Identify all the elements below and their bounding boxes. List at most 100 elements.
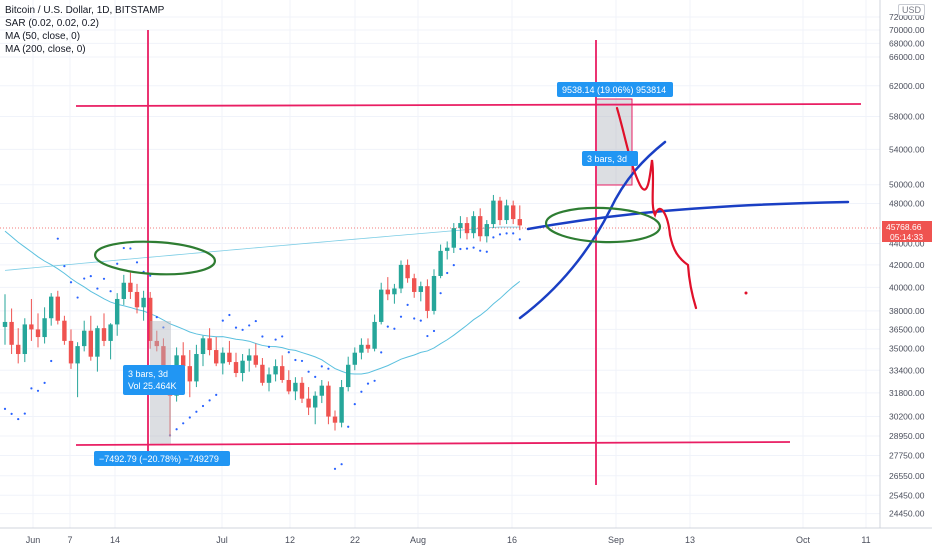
price-axis[interactable]: 72000.00 70000.00 68000.00 66000.00 62000.00… — [879, 0, 925, 528]
candle — [101, 313, 107, 347]
sar-dot — [479, 249, 482, 252]
candle — [458, 216, 463, 239]
candle-body — [207, 338, 212, 351]
price-tick-label: 62000.00 — [889, 81, 925, 91]
candle — [68, 329, 74, 369]
svg-text:05:14:33: 05:14:33 — [890, 232, 923, 242]
time-tick-label: Jun — [26, 535, 41, 545]
candle-body — [319, 385, 324, 396]
sar-dot — [188, 416, 191, 419]
price-tick-label: 33400.00 — [889, 365, 925, 375]
currency-badge[interactable]: USD — [897, 4, 925, 16]
price-tick-label: 26550.00 — [889, 471, 925, 481]
price-tick-label: 68000.00 — [889, 38, 925, 48]
sar-dot — [43, 381, 46, 384]
price-tick-label: 70000.00 — [889, 25, 925, 35]
price-tick-label: 24450.00 — [889, 509, 925, 519]
sar-dot — [30, 387, 33, 390]
candle — [49, 293, 54, 326]
sar-dot — [327, 367, 330, 370]
candle-body — [385, 289, 390, 295]
time-tick-label: 22 — [350, 535, 360, 545]
candle — [365, 338, 371, 353]
price-tick-label: 54000.00 — [889, 144, 925, 154]
candle — [154, 330, 159, 352]
sar-dot — [116, 262, 119, 265]
sar-dot — [69, 281, 73, 284]
candle — [55, 290, 60, 325]
candle — [385, 277, 390, 301]
time-tick-label: Sep — [608, 535, 624, 545]
sar-dot — [89, 275, 92, 278]
candle — [253, 343, 258, 368]
candle-body — [187, 366, 192, 382]
sar-dot — [406, 303, 409, 306]
sar-dot — [512, 232, 515, 235]
candle — [9, 308, 14, 355]
candle — [359, 338, 364, 360]
time-axis[interactable]: Jun 7 14 Jul 12 22 Aug 16 Sep 13 Oct 11 — [0, 527, 932, 545]
candle — [372, 314, 377, 352]
candle-body — [464, 223, 470, 234]
candle-body — [227, 352, 232, 363]
sar-dot — [300, 359, 304, 363]
time-tick-label: 14 — [110, 535, 120, 545]
price-tick-label: 50000.00 — [889, 180, 925, 190]
candle-body — [299, 382, 305, 399]
candle-body — [161, 346, 166, 382]
candle-body — [128, 282, 133, 292]
sar-dot — [215, 393, 218, 396]
candle-body — [517, 219, 522, 226]
candle — [280, 355, 285, 383]
candle — [445, 241, 450, 260]
candle — [75, 342, 80, 398]
resistance-line — [75, 103, 862, 107]
price-tick-label: 48000.00 — [889, 198, 925, 208]
chart-legend: Bitcoin / U.S. Dollar, 1D, BITSTAMP SAR … — [5, 4, 164, 56]
candle — [451, 223, 456, 254]
candle-body — [101, 328, 107, 341]
sar-dot — [360, 390, 363, 393]
sar-dot — [175, 428, 178, 431]
sar-dot — [399, 315, 403, 318]
price-tick-label: 44000.00 — [889, 239, 925, 249]
sar-dot — [109, 290, 112, 293]
time-tick-label: Jul — [216, 535, 228, 545]
svg-text:Vol 25.464K: Vol 25.464K — [128, 381, 177, 391]
candle-body — [29, 324, 34, 330]
candle — [95, 325, 100, 372]
sar-dot — [446, 271, 449, 275]
sar-dot — [373, 379, 376, 382]
candle-body — [154, 340, 159, 347]
sar-dot — [432, 329, 436, 333]
candle — [148, 291, 153, 349]
sar-dot — [472, 246, 475, 249]
candle — [504, 199, 509, 225]
sar-dot — [459, 247, 462, 251]
price-tick-label: 35000.00 — [889, 344, 925, 354]
time-tick-label: Oct — [796, 535, 811, 545]
candle — [339, 379, 344, 428]
candle — [273, 359, 278, 382]
sar-dot — [248, 324, 251, 327]
candle — [200, 335, 206, 367]
candle — [128, 272, 133, 299]
candle-body — [445, 247, 450, 251]
candle-body — [398, 264, 404, 289]
candle — [431, 269, 437, 315]
time-tick-label: 11 — [861, 535, 870, 545]
legend-ma200: MA (200, close, 0) — [5, 44, 86, 55]
candle-body — [491, 200, 496, 225]
svg-text:9538.14 (19.06%) 953814: 9538.14 (19.06%) 953814 — [562, 85, 666, 95]
candle-body — [121, 282, 126, 299]
candle — [22, 318, 27, 363]
sar-dot — [320, 365, 323, 368]
legend-symbol: Bitcoin / U.S. Dollar, 1D, BITSTAMP — [5, 5, 165, 16]
candle-body — [484, 224, 489, 237]
sar-dot — [426, 334, 429, 338]
sar-dot — [393, 327, 396, 330]
red-dot — [744, 291, 748, 295]
candle-body — [266, 374, 272, 383]
candle-body — [134, 291, 140, 308]
